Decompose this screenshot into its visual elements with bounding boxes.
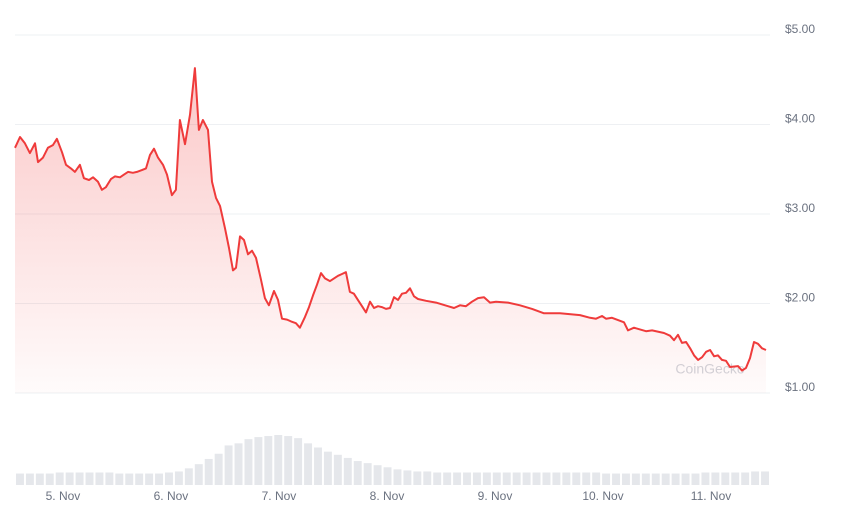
volume-bar <box>294 438 303 485</box>
volume-bar <box>145 473 154 485</box>
x-tick-label: 10. Nov <box>582 489 623 503</box>
volume-bar <box>701 472 710 485</box>
volume-bar <box>651 473 660 485</box>
volume-bar <box>125 473 134 485</box>
volume-bar <box>542 472 551 485</box>
volume-bar <box>721 472 730 485</box>
volume-bar <box>383 467 392 485</box>
volume-bar <box>25 473 34 485</box>
volume-bar <box>423 471 432 485</box>
volume-bar <box>751 471 760 485</box>
volume-bar <box>373 465 382 485</box>
y-tick-label: $3.00 <box>785 201 815 215</box>
volume-bar <box>592 472 601 485</box>
volume-bar <box>45 473 54 485</box>
x-tick-label: 9. Nov <box>478 489 513 503</box>
volume-bar <box>731 472 740 485</box>
volume-bar <box>433 472 442 485</box>
volume-bar <box>204 458 213 485</box>
volume-bar <box>631 473 640 485</box>
volume-bar <box>214 453 223 485</box>
price-area <box>15 68 766 393</box>
volume-bar <box>572 472 581 485</box>
volume-bar <box>621 473 630 485</box>
volume-bar <box>323 451 332 485</box>
volume-bar <box>304 443 313 485</box>
x-tick-label: 7. Nov <box>262 489 297 503</box>
volume-bar <box>35 473 44 485</box>
volume-bar <box>194 464 203 485</box>
volume-bar <box>343 457 352 485</box>
volume-bar <box>333 454 342 485</box>
x-tick-label: 5. Nov <box>46 489 81 503</box>
volume-bar <box>532 472 541 485</box>
volume-bar <box>711 472 720 485</box>
x-tick-label: 6. Nov <box>154 489 189 503</box>
volume-bar <box>95 472 104 485</box>
volume-bar <box>482 472 491 485</box>
volume-bar <box>612 473 620 485</box>
volume-bar <box>641 473 650 485</box>
volume-bar <box>681 473 690 485</box>
volume-bar <box>135 473 144 485</box>
volume-bar <box>562 472 571 485</box>
volume-bar <box>244 439 253 485</box>
volume-bar <box>443 472 452 485</box>
volume-bar <box>453 472 462 485</box>
volume-bar <box>552 472 561 485</box>
volume-bar <box>741 472 750 485</box>
volume-bar <box>661 473 670 485</box>
volume-bar <box>492 472 501 485</box>
volume-bar <box>472 472 481 485</box>
volume-bar <box>174 471 183 485</box>
volume-bar <box>16 473 24 485</box>
volume-bar <box>254 437 263 485</box>
volume-bar <box>75 472 84 485</box>
volume-bar <box>284 436 293 485</box>
y-tick-label: $5.00 <box>785 22 815 36</box>
volume-bar <box>165 472 173 485</box>
x-tick-label: 11. Nov <box>691 489 731 503</box>
volume-bar <box>105 472 114 485</box>
volume-bar <box>691 473 700 485</box>
volume-bar <box>353 461 362 485</box>
y-tick-label: $4.00 <box>785 112 815 126</box>
volume-bar <box>393 469 402 485</box>
volume-bar <box>314 447 322 485</box>
volume-bar <box>403 470 412 485</box>
volume-bar <box>274 435 283 485</box>
volume-bar <box>522 472 531 485</box>
volume-bar <box>234 443 243 485</box>
volume-bar <box>582 472 591 485</box>
volume-bar <box>224 445 233 485</box>
volume-bar <box>155 473 164 485</box>
y-tick-label: $2.00 <box>785 291 815 305</box>
volume-bar <box>671 473 680 485</box>
volume-bar <box>602 473 611 485</box>
volume-bar <box>115 473 124 485</box>
volume-bar <box>463 472 471 485</box>
price-line <box>14 67 767 372</box>
volume-bar <box>65 472 74 485</box>
volume-bar <box>55 472 64 485</box>
volume-bar <box>184 468 193 485</box>
volume-bar <box>502 472 511 485</box>
volume-bar <box>264 436 273 485</box>
volume-bar <box>512 472 521 485</box>
volume-bar <box>85 472 94 485</box>
volume-bar <box>761 471 769 485</box>
x-tick-label: 8. Nov <box>370 489 405 503</box>
volume-bar <box>363 463 372 485</box>
y-tick-label: $1.00 <box>785 380 815 394</box>
volume-bar <box>413 471 422 485</box>
